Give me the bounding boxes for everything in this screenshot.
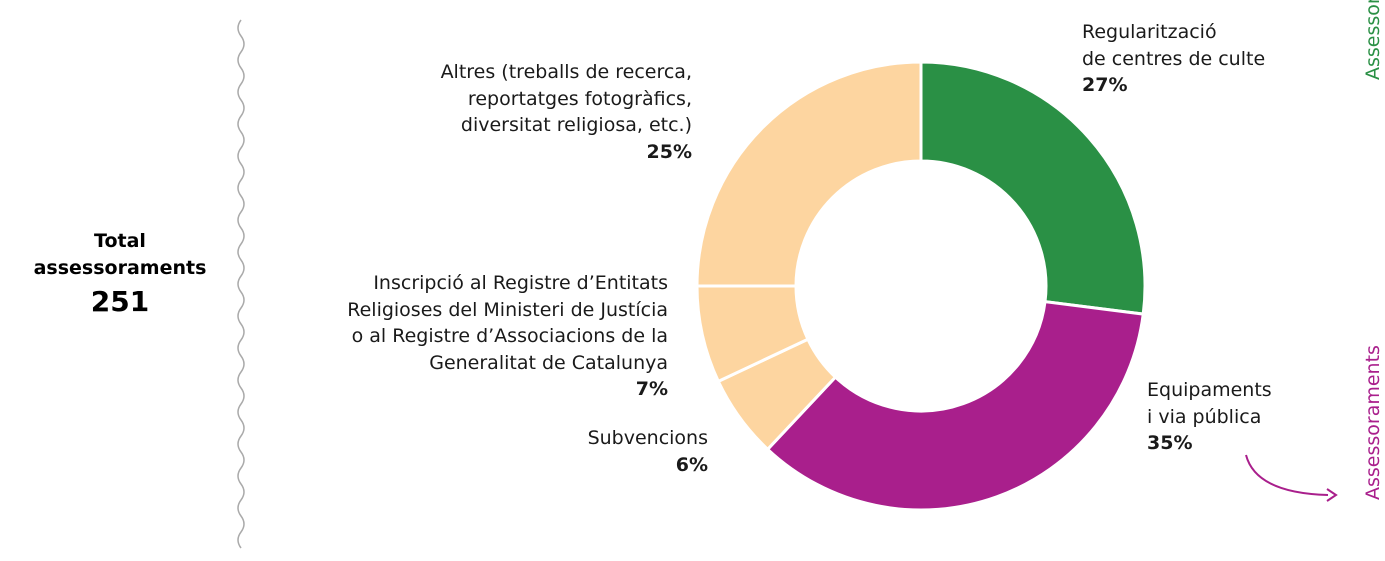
value-label: 27%: [1082, 74, 1128, 96]
arrow-head: [1326, 488, 1338, 502]
total-value: 251: [90, 285, 150, 318]
value-label: 25%: [646, 140, 692, 163]
category-name: Equipaments i via pública: [1147, 379, 1272, 428]
segment-label: Inscripció al Registre d’Entitats Religi…: [347, 270, 668, 403]
donut-segment: [695, 60, 923, 288]
total-label: Total assessoraments: [33, 230, 207, 279]
side-label: Assessoraments: [1362, 345, 1384, 500]
category-name: Inscripció al Registre d’Entitats Religi…: [347, 272, 668, 374]
donut-segment: [765, 299, 1145, 512]
arrow: [1245, 454, 1329, 496]
donut-segment: [919, 60, 1147, 316]
side-label: Assessoraments: [1362, 0, 1384, 80]
segment-label: Subvencions 6%: [588, 425, 708, 478]
value-label: 35%: [1147, 432, 1193, 454]
category-name: Subvencions: [587, 427, 708, 449]
value-label: 6%: [675, 453, 708, 476]
segment-label: Altres (treballs de recerca, reportatges…: [441, 59, 692, 165]
divider: [237, 19, 245, 549]
value-label: 7%: [635, 378, 668, 400]
category-name: Regularització de centres de culte: [1082, 21, 1266, 70]
category-name: Altres (treballs de recerca, reportatges…: [440, 61, 692, 136]
segment-label: Equipaments i via pública 35%: [1147, 377, 1272, 457]
segment-label: Regularització de centres de culte 27%: [1082, 19, 1265, 99]
